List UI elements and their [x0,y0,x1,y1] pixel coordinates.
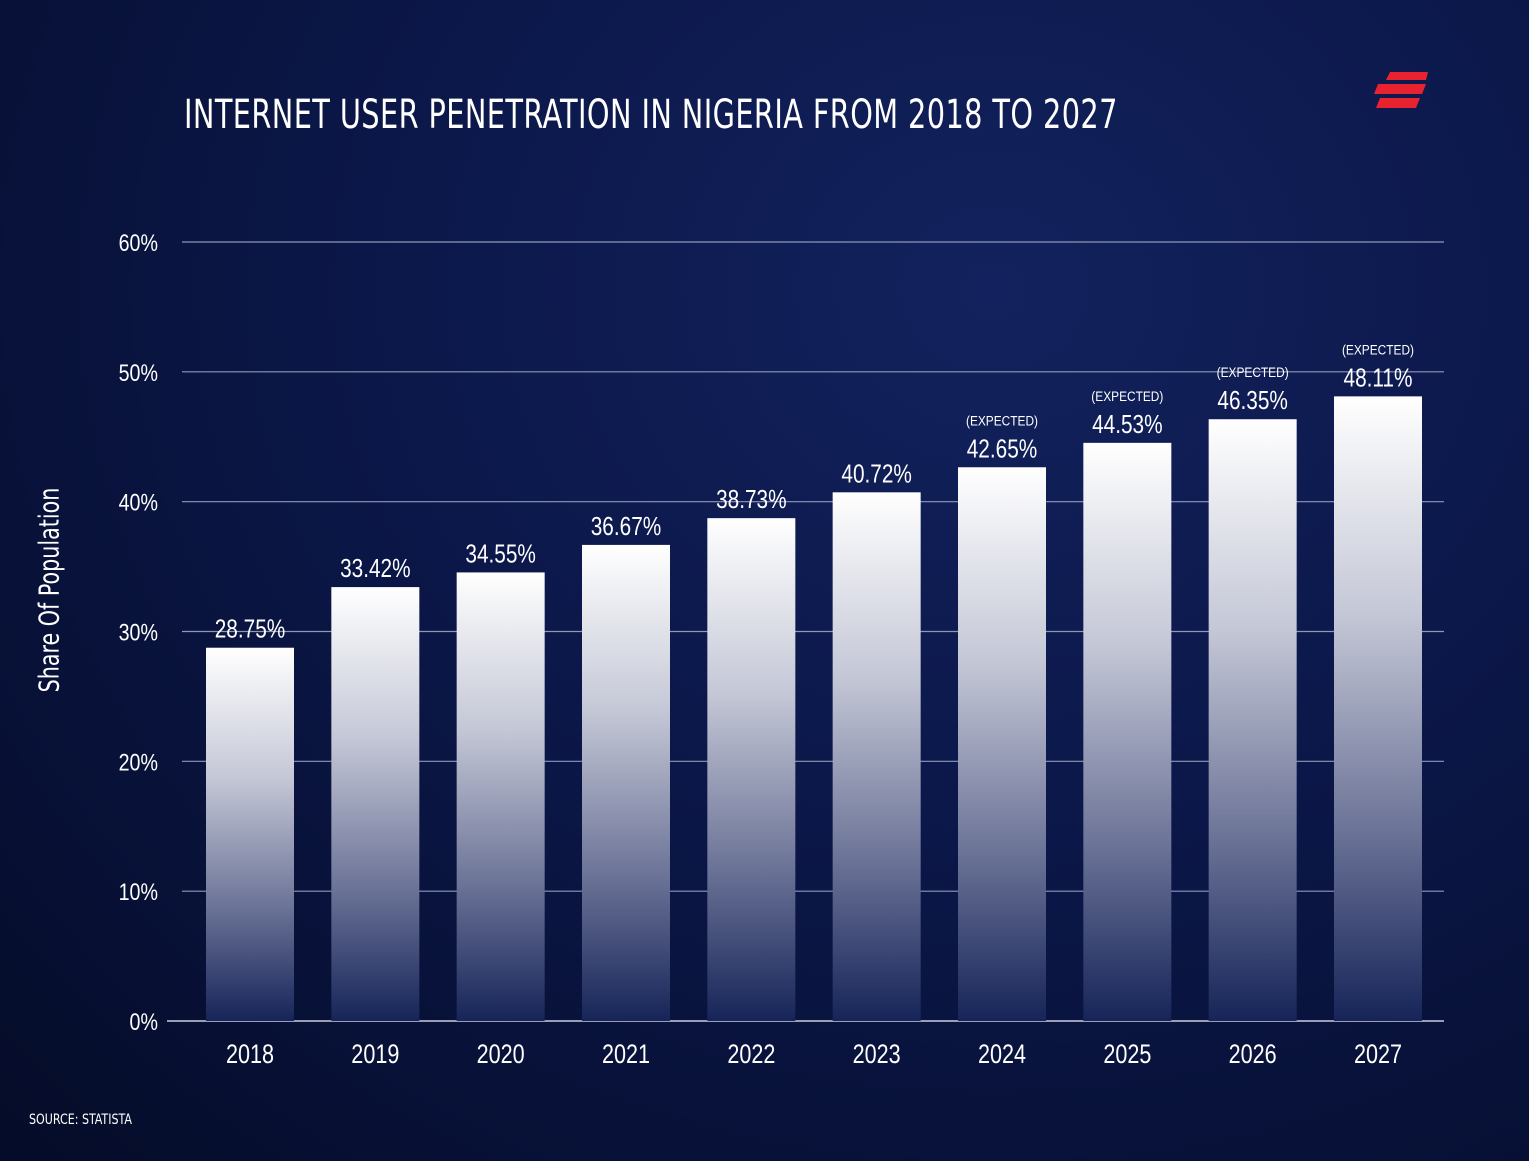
x-tick-label: 2024 [978,1040,1026,1070]
y-tick-label: 30% [119,619,158,646]
bar [331,587,420,1021]
data-label: 33.42% [340,554,411,583]
x-tick-label: 2019 [351,1040,399,1070]
expected-annotation: (EXPECTED) [966,412,1038,428]
y-tick-label: 0% [130,1008,158,1035]
data-label: 44.53% [1092,410,1163,439]
bar [707,518,796,1021]
x-tick-label: 2023 [853,1040,901,1070]
data-label: 34.55% [465,539,536,568]
bar [206,647,294,1021]
bar [1208,419,1297,1021]
bar [582,544,670,1021]
y-tick-label: 40% [119,489,158,516]
x-tick-label: 2018 [226,1040,274,1070]
data-label: 48.11% [1344,363,1413,392]
y-tick-label: 20% [119,748,158,775]
x-tick-label: 2022 [727,1040,775,1070]
data-label: 40.72% [841,459,912,488]
data-label: 36.67% [591,512,662,541]
bar [1334,396,1422,1021]
expected-annotation: (EXPECTED) [1342,341,1414,357]
x-tick-label: 2026 [1229,1040,1277,1070]
bar [958,467,1046,1021]
source-note: SOURCE: STATISTA [29,1112,132,1128]
data-label: 42.65% [967,434,1038,463]
x-tick-label: 2025 [1103,1040,1151,1070]
expected-annotation: (EXPECTED) [1217,364,1289,380]
x-tick-label: 2027 [1354,1040,1402,1070]
x-tick-label: 2020 [477,1040,525,1070]
bar [456,572,545,1021]
y-tick-label: 50% [119,359,158,386]
brand-logo-icon [1374,72,1428,108]
y-tick-label: 10% [119,878,158,905]
chart-title: INTERNET USER PENETRATION IN NIGERIA FRO… [184,92,1118,138]
data-label: 38.73% [716,485,787,514]
data-label: 28.75% [215,615,286,644]
x-tick-label: 2021 [602,1040,650,1070]
bar [832,492,921,1021]
y-tick-label: 60% [119,229,158,256]
bar [1083,442,1172,1021]
data-label: 46.35% [1217,386,1288,415]
expected-annotation: (EXPECTED) [1091,388,1163,404]
